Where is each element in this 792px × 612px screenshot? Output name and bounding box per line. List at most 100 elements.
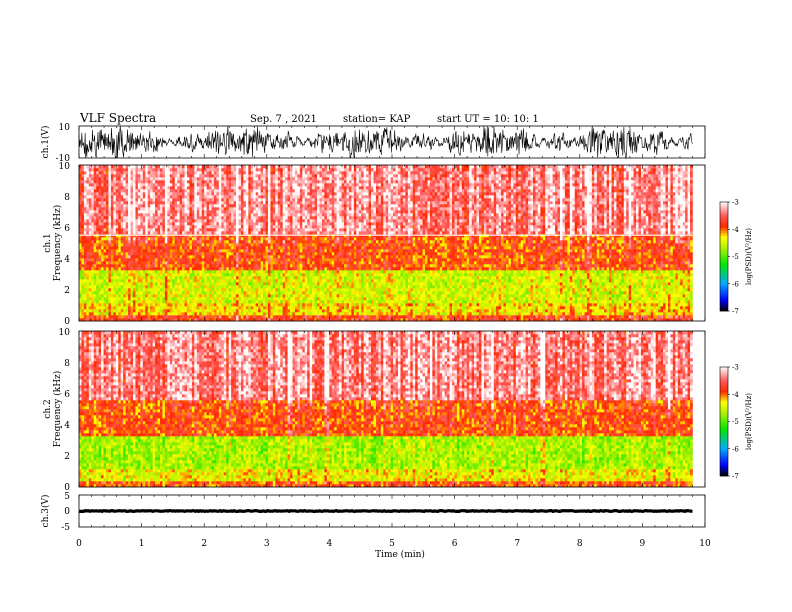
spectrogram-cell	[164, 273, 168, 277]
spectrogram-cell	[412, 285, 416, 289]
spectrogram-cell	[86, 312, 90, 316]
spectrogram-cell	[542, 294, 546, 298]
spectrogram-cell	[398, 279, 401, 283]
spectrogram-cell	[233, 297, 237, 301]
spectrogram-cell	[540, 288, 544, 292]
spectrogram-cell	[101, 309, 104, 313]
spectrogram-cell	[432, 276, 436, 280]
spectrogram-cell	[140, 282, 144, 286]
spectrogram-cell	[159, 273, 163, 277]
spectrogram-cell	[307, 294, 310, 298]
spectrogram-cell	[663, 264, 666, 268]
spectrogram-cell	[609, 279, 612, 283]
spectrogram-cell	[501, 288, 504, 292]
spectrogram-cell	[353, 312, 357, 316]
spectrogram-cell	[358, 300, 362, 304]
spectrogram-cell	[366, 261, 369, 265]
spectrogram-cell	[528, 270, 531, 274]
spectrogram-cell	[351, 273, 355, 277]
spectrogram-cell	[572, 264, 575, 268]
spectrogram-cell	[243, 315, 247, 319]
spectrogram-cell	[270, 288, 274, 292]
spectrogram-cell	[569, 285, 573, 289]
spectrogram-cell	[366, 270, 369, 274]
spectrogram-cell	[474, 318, 477, 322]
spectrogram-cell	[130, 267, 134, 271]
spectrogram-cell	[118, 306, 122, 310]
spectrogram-cell	[292, 306, 296, 310]
spectrogram-cell	[670, 288, 674, 292]
spectrogram-cell	[272, 279, 276, 283]
spectrogram-cell	[194, 267, 198, 271]
spectrogram-cell	[663, 309, 666, 313]
spectrogram-cell	[584, 300, 588, 304]
spectrogram-cell	[162, 315, 166, 319]
spectrogram-cell	[680, 315, 683, 319]
spectrogram-cell	[142, 273, 146, 277]
spectrogram-cell	[307, 288, 310, 292]
spectrogram-cell	[456, 264, 460, 268]
spectrogram-cell	[653, 318, 656, 322]
spectrogram-cell	[118, 303, 122, 307]
spectrogram-cell	[79, 306, 82, 310]
spectrogram-cell	[621, 306, 625, 310]
spectrogram-cell	[378, 285, 382, 289]
spectrogram-cell	[574, 309, 578, 313]
spectrogram-cell	[631, 276, 634, 280]
spectrogram-cell	[353, 300, 357, 304]
spectrogram-cell	[415, 276, 418, 280]
spectrogram-cell	[231, 318, 234, 322]
spectrogram-cell	[348, 315, 352, 319]
spectrogram-cell	[98, 309, 102, 313]
spectrogram-cell	[594, 291, 598, 295]
spectrogram-cell	[189, 303, 193, 307]
spectrogram-cell	[461, 282, 465, 286]
spectrogram-cell	[422, 315, 426, 319]
spectrogram-cell	[206, 273, 210, 277]
spectrogram-cell	[540, 264, 544, 268]
spectrogram-cell	[137, 312, 141, 316]
spectrogram-cell	[228, 312, 232, 316]
spectrogram-cell	[640, 276, 644, 280]
spectrogram-cell	[532, 270, 536, 274]
spectrogram-cell	[199, 297, 202, 301]
spectrogram-cell	[218, 267, 222, 271]
spectrogram-cell	[152, 267, 156, 271]
spectrogram-cell	[665, 279, 669, 283]
spectrogram-cell	[422, 306, 426, 310]
spectrogram-cell	[434, 318, 438, 322]
spectrogram-cell	[118, 315, 122, 319]
spectrogram-cell	[393, 276, 396, 280]
spectrogram-cell	[420, 282, 423, 286]
spectrogram-cell	[483, 282, 487, 286]
spectrogram-cell	[248, 276, 252, 280]
spectrogram-cell	[449, 300, 453, 304]
spectrogram-cell	[459, 315, 463, 319]
spectrogram-cell	[393, 282, 396, 286]
spectrogram-cell	[520, 264, 524, 268]
spectrogram-cell	[412, 276, 416, 280]
spectrogram-cell	[81, 270, 85, 274]
spectrogram-cell	[562, 267, 566, 271]
spectrogram-cell	[520, 315, 524, 319]
spectrogram-cell	[152, 297, 156, 301]
spectrogram-cell	[407, 315, 411, 319]
spectrogram-cell	[655, 282, 659, 286]
spectrogram-cell	[547, 273, 551, 277]
spectrogram-cell	[238, 318, 242, 322]
spectrogram-cell	[174, 288, 178, 292]
spectrogram-cell	[685, 285, 688, 289]
spectrogram-cell	[250, 291, 254, 295]
spectrogram-cell	[140, 261, 144, 265]
spectrogram-cell	[653, 282, 656, 286]
spectrogram-cell	[655, 312, 659, 316]
spectrogram-cell	[218, 294, 222, 298]
spectrogram-cell	[371, 315, 374, 319]
spectrogram-cell	[586, 312, 590, 316]
spectrogram-cell	[184, 288, 188, 292]
spectrogram-cell	[253, 261, 256, 265]
spectrogram-cell	[83, 261, 87, 265]
spectrogram-cell	[353, 276, 357, 280]
spectrogram-cell	[481, 285, 485, 289]
